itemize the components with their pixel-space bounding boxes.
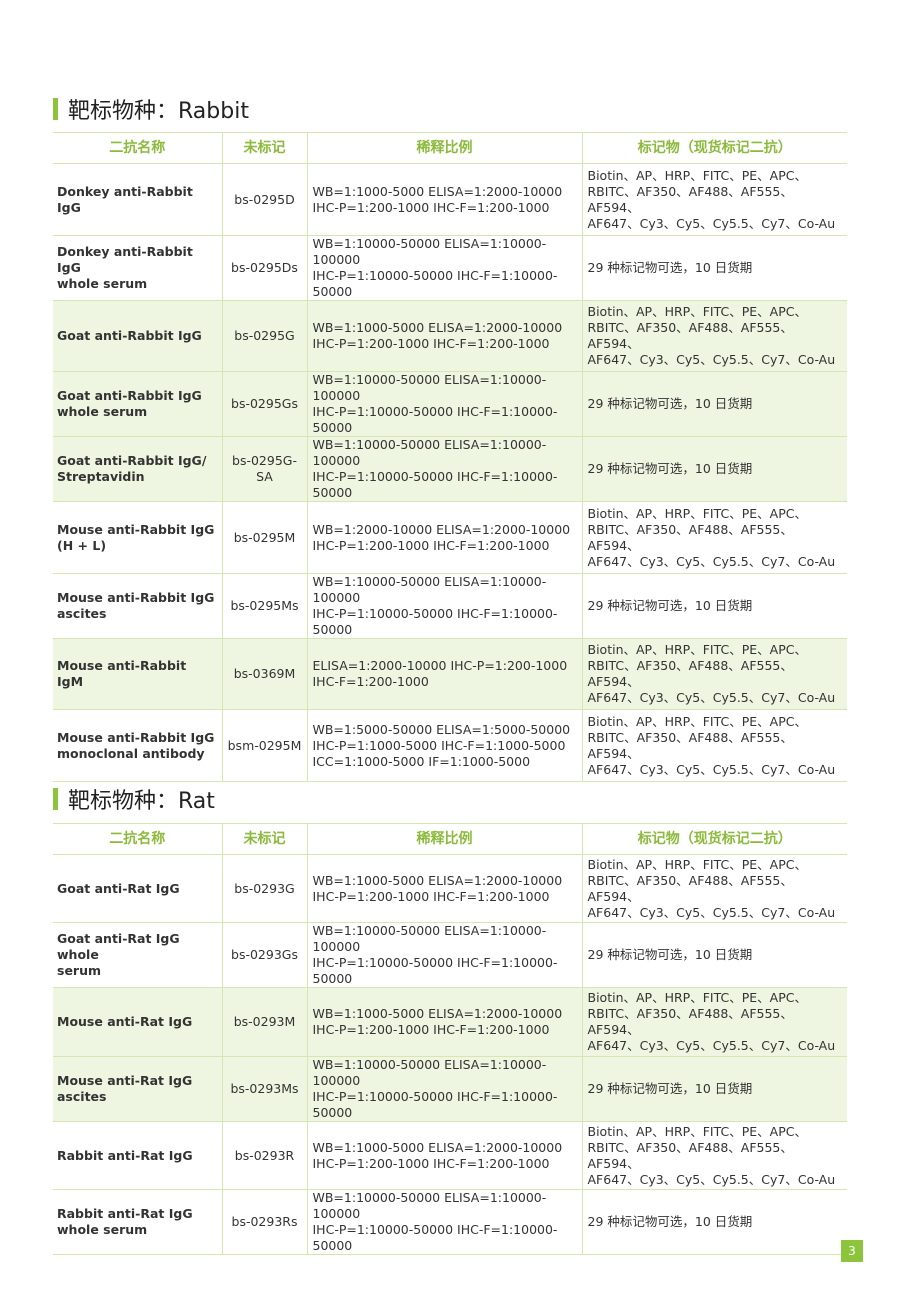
- cell-name: Goat anti-Rabbit IgG: [53, 300, 223, 372]
- header-name: 二抗名称: [53, 823, 223, 855]
- section-title-rabbit: 靶标物种：Rabbit: [53, 93, 249, 125]
- cell-code: bs-0369M: [221, 638, 308, 710]
- cell-dilution: WB=1:1000-5000 ELISA=1:2000-10000 IHC-P=…: [306, 300, 583, 372]
- header-label: 标记物（现货标记二抗）: [581, 823, 847, 855]
- table-row: Mouse anti-Rabbit IgG monoclonal antibod…: [53, 709, 847, 782]
- cell-label: 29 种标记物可选，10 日货期: [581, 1189, 847, 1255]
- title-bar: [53, 98, 58, 120]
- cell-dilution: WB=1:1000-5000 ELISA=1:2000-10000 IHC-P=…: [306, 163, 583, 236]
- cell-label: Biotin、AP、HRP、FITC、PE、APC、 RBITC、AF350、A…: [581, 501, 847, 574]
- cell-dilution: ELISA=1:2000-10000 IHC-P=1:200-1000 IHC-…: [306, 638, 583, 710]
- header-dilution: 稀释比例: [306, 823, 583, 855]
- title-bar: [53, 788, 58, 810]
- cell-name: Goat anti-Rabbit IgG whole serum: [53, 371, 223, 437]
- cell-label: 29 种标记物可选，10 日货期: [581, 235, 847, 301]
- cell-dilution: WB=1:10000-50000 ELISA=1:10000-100000 IH…: [306, 436, 583, 502]
- cell-dilution: WB=1:10000-50000 ELISA=1:10000-100000 IH…: [306, 922, 583, 988]
- cell-code: bs-0295G- SA: [221, 436, 308, 502]
- table-row: Mouse anti-Rat IgG bs-0293M WB=1:1000-5000…: [53, 987, 847, 1057]
- table-row: Mouse anti-Rabbit IgG (H + L) bs-0295M WB=…: [53, 501, 847, 574]
- cell-name: Donkey anti-Rabbit IgG: [53, 163, 223, 236]
- cell-name: Mouse anti-Rabbit IgM: [53, 638, 223, 710]
- cell-code: bs-0295Ms: [221, 573, 308, 639]
- cell-code: bs-0295M: [221, 501, 308, 574]
- cell-label: Biotin、AP、HRP、FITC、PE、APC、 RBITC、AF350、A…: [581, 709, 847, 782]
- cell-code: bs-0293M: [221, 987, 308, 1057]
- cell-name: Goat anti-Rat IgG whole serum: [53, 922, 223, 988]
- cell-label: Biotin、AP、HRP、FITC、PE、APC、 RBITC、AF350、A…: [581, 987, 847, 1057]
- cell-dilution: WB=1:10000-50000 ELISA=1:10000-100000 IH…: [306, 573, 583, 639]
- cell-label: Biotin、AP、HRP、FITC、PE、APC、 RBITC、AF350、A…: [581, 638, 847, 710]
- cell-label: 29 种标记物可选，10 日货期: [581, 573, 847, 639]
- header-dilution: 稀释比例: [306, 132, 583, 164]
- header-name: 二抗名称: [53, 132, 223, 164]
- cell-dilution: WB=1:10000-50000 ELISA=1:10000-100000 IH…: [306, 235, 583, 301]
- header-label: 标记物（现货标记二抗）: [581, 132, 847, 164]
- cell-name: Mouse anti-Rabbit IgG ascites: [53, 573, 223, 639]
- section-title-text: 靶标物种：Rabbit: [68, 99, 249, 124]
- table-header: 二抗名称 未标记 稀释比例 标记物（现货标记二抗）: [53, 823, 847, 855]
- cell-code: bs-0295D: [221, 163, 308, 236]
- table-row: Mouse anti-Rabbit IgG ascites bs-0295Ms WB…: [53, 573, 847, 639]
- cell-name: Goat anti-Rat IgG: [53, 854, 223, 923]
- table-row: Rabbit anti-Rat IgG whole serum bs-0293Rs…: [53, 1189, 847, 1255]
- cell-code: bs-0293G: [221, 854, 308, 923]
- table-row: Goat anti-Rabbit IgG whole serum bs-0295G…: [53, 371, 847, 437]
- header-code: 未标记: [221, 823, 308, 855]
- cell-code: bs-0293Rs: [221, 1189, 308, 1255]
- table-row: Mouse anti-Rabbit IgM bs-0369M ELISA=1:200…: [53, 638, 847, 710]
- cell-name: Rabbit anti-Rat IgG whole serum: [53, 1189, 223, 1255]
- rat-table: 二抗名称 未标记 稀释比例 标记物（现货标记二抗） Goat anti-Rat IgG b…: [53, 823, 847, 1255]
- cell-code: bsm-0295M: [221, 709, 308, 782]
- table-row: Rabbit anti-Rat IgG bs-0293R WB=1:1000-500…: [53, 1121, 847, 1190]
- section-title-rat: 靶标物种：Rat: [53, 783, 215, 815]
- cell-code: bs-0295Gs: [221, 371, 308, 437]
- table-row: Donkey anti-Rabbit IgG bs-0295D WB=1:1000-…: [53, 163, 847, 236]
- cell-label: 29 种标记物可选，10 日货期: [581, 1056, 847, 1122]
- cell-dilution: WB=1:10000-50000 ELISA=1:10000-100000 IH…: [306, 1056, 583, 1122]
- table-row: Goat anti-Rat IgG whole serum bs-0293Gs WB…: [53, 922, 847, 988]
- cell-dilution: WB=1:2000-10000 ELISA=1:2000-10000 IHC-P…: [306, 501, 583, 574]
- table-row: Mouse anti-Rat IgG ascites bs-0293Ms WB=1:…: [53, 1056, 847, 1122]
- table-header: 二抗名称 未标记 稀释比例 标记物（现货标记二抗）: [53, 132, 847, 164]
- cell-dilution: WB=1:1000-5000 ELISA=1:2000-10000 IHC-P=…: [306, 854, 583, 923]
- section-title-text: 靶标物种：Rat: [68, 789, 215, 814]
- cell-code: bs-0293Ms: [221, 1056, 308, 1122]
- header-code: 未标记: [221, 132, 308, 164]
- cell-name: Donkey anti-Rabbit IgG whole serum: [53, 235, 223, 301]
- table-row: Donkey anti-Rabbit IgG whole serum bs-029…: [53, 235, 847, 301]
- cell-dilution: WB=1:5000-50000 ELISA=1:5000-50000 IHC-P…: [306, 709, 583, 782]
- table-row: Goat anti-Rat IgG bs-0293G WB=1:1000-5000 …: [53, 854, 847, 923]
- cell-label: Biotin、AP、HRP、FITC、PE、APC、 RBITC、AF350、A…: [581, 163, 847, 236]
- cell-label: 29 种标记物可选，10 日货期: [581, 371, 847, 437]
- cell-name: Goat anti-Rabbit IgG/ Streptavidin: [53, 436, 223, 502]
- cell-dilution: WB=1:10000-50000 ELISA=1:10000-100000 IH…: [306, 371, 583, 437]
- rabbit-table: 二抗名称 未标记 稀释比例 标记物（现货标记二抗） Donkey anti-Rabbit…: [53, 132, 847, 782]
- table-row: Goat anti-Rabbit IgG bs-0295G WB=1:1000-50…: [53, 300, 847, 372]
- cell-dilution: WB=1:1000-5000 ELISA=1:2000-10000 IHC-P=…: [306, 987, 583, 1057]
- cell-label: 29 种标记物可选，10 日货期: [581, 436, 847, 502]
- cell-dilution: WB=1:10000-50000 ELISA=1:10000-100000 IH…: [306, 1189, 583, 1255]
- cell-name: Rabbit anti-Rat IgG: [53, 1121, 223, 1190]
- cell-code: bs-0293Gs: [221, 922, 308, 988]
- cell-label: Biotin、AP、HRP、FITC、PE、APC、 RBITC、AF350、A…: [581, 854, 847, 923]
- table-row: Goat anti-Rabbit IgG/ Streptavidin bs-029…: [53, 436, 847, 502]
- cell-name: Mouse anti-Rabbit IgG (H + L): [53, 501, 223, 574]
- cell-name: Mouse anti-Rabbit IgG monoclonal antibod…: [53, 709, 223, 782]
- cell-dilution: WB=1:1000-5000 ELISA=1:2000-10000 IHC-P=…: [306, 1121, 583, 1190]
- page-number: 3: [841, 1240, 863, 1262]
- cell-label: 29 种标记物可选，10 日货期: [581, 922, 847, 988]
- cell-label: Biotin、AP、HRP、FITC、PE、APC、 RBITC、AF350、A…: [581, 300, 847, 372]
- cell-name: Mouse anti-Rat IgG ascites: [53, 1056, 223, 1122]
- cell-name: Mouse anti-Rat IgG: [53, 987, 223, 1057]
- cell-label: Biotin、AP、HRP、FITC、PE、APC、 RBITC、AF350、A…: [581, 1121, 847, 1190]
- cell-code: bs-0295G: [221, 300, 308, 372]
- cell-code: bs-0293R: [221, 1121, 308, 1190]
- cell-code: bs-0295Ds: [221, 235, 308, 301]
